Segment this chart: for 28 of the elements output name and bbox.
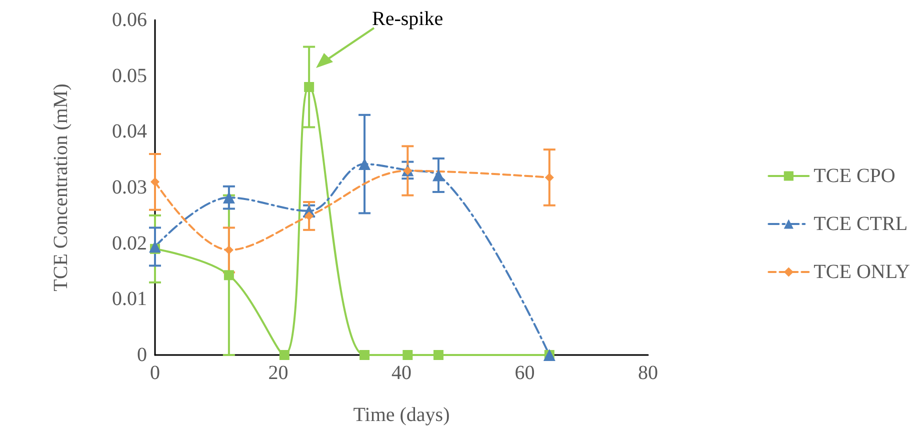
point: [544, 172, 554, 182]
y-axis-title: TCE Concentration (mM): [50, 84, 72, 292]
point: [360, 350, 370, 360]
x-tick-label: 60: [514, 362, 535, 384]
y-tick-label: 0.05: [112, 64, 147, 87]
y-tick-label: 0.02: [112, 232, 147, 254]
x-tick-label: 20: [268, 362, 288, 384]
point: [402, 350, 413, 360]
y-tick-label: 0.03: [112, 176, 147, 198]
legend-label: TCE CTRL: [814, 213, 908, 235]
y-tick-label: 0.04: [112, 120, 147, 143]
x-axis-title: Time (days): [353, 404, 450, 426]
x-tick-label: 80: [638, 362, 658, 384]
y-tick-label: 0: [137, 344, 147, 366]
y-tick-label: 0.06: [112, 9, 147, 31]
point: [358, 158, 371, 170]
point: [432, 169, 444, 182]
point: [224, 270, 234, 280]
point: [304, 82, 314, 92]
point: [304, 211, 314, 220]
legend-label: TCE ONLY: [814, 261, 910, 283]
annotation: Re-spike: [372, 8, 444, 31]
y-tick-label: 0.01: [112, 288, 147, 310]
legend-label: TCE CPO: [814, 165, 896, 187]
point: [222, 192, 235, 204]
x-tick-label: 40: [392, 362, 412, 384]
point: [279, 350, 290, 360]
point: [433, 350, 444, 360]
